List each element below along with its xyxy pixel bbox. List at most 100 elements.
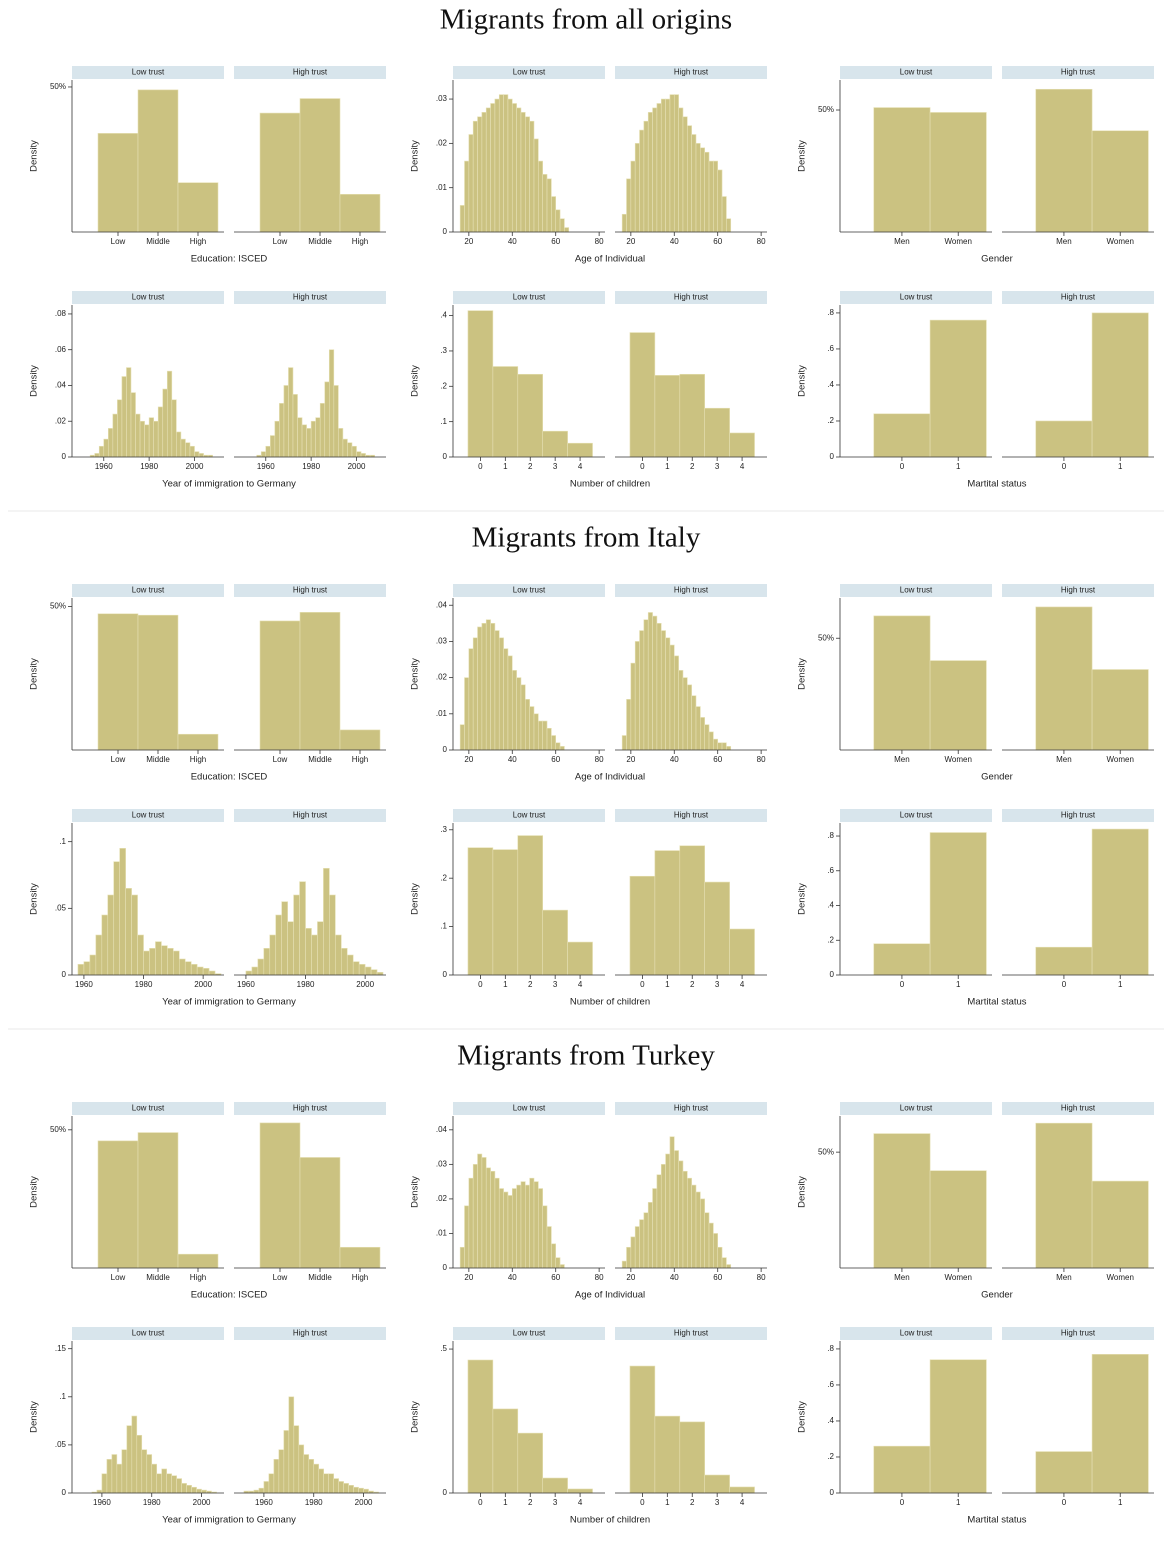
bar <box>468 134 474 233</box>
bar <box>148 417 154 458</box>
bar <box>630 662 636 751</box>
bar <box>191 1486 197 1494</box>
x-tick-label: Women <box>1107 237 1134 246</box>
bar <box>333 1478 339 1494</box>
x-tick-label: Men <box>1056 237 1072 246</box>
bar <box>319 403 326 458</box>
x-tick-label: 20 <box>464 1273 473 1282</box>
facet-label: Low trust <box>132 293 165 302</box>
bar <box>929 1170 987 1269</box>
x-tick-label: 1960 <box>93 1498 111 1507</box>
bar <box>634 1226 640 1269</box>
bar <box>370 969 378 976</box>
bar <box>130 392 136 458</box>
bar <box>459 724 465 751</box>
bar <box>1091 130 1149 233</box>
y-tick-label: .06 <box>55 345 67 354</box>
x-tick-label: 80 <box>757 237 766 246</box>
bar <box>669 1136 675 1269</box>
facet-header <box>72 1327 224 1340</box>
bar <box>178 958 186 976</box>
bar <box>525 1184 530 1269</box>
bar <box>98 445 105 458</box>
x-axis-label: Number of children <box>570 1515 650 1526</box>
bar <box>929 832 987 976</box>
facet-label: Low trust <box>900 293 933 302</box>
bar <box>652 1188 658 1269</box>
x-tick-label: High <box>190 1273 206 1282</box>
bar <box>136 1434 143 1494</box>
x-tick-label: 80 <box>595 237 604 246</box>
y-tick-label: 0 <box>443 1263 448 1272</box>
bar <box>507 1195 513 1269</box>
bar <box>467 847 494 976</box>
bar <box>726 218 732 233</box>
bar <box>647 112 653 233</box>
y-tick-label: 0 <box>443 1488 448 1497</box>
y-tick-label: .6 <box>827 344 834 353</box>
bar <box>113 861 120 976</box>
bar <box>673 94 679 233</box>
y-tick-label: .6 <box>827 866 834 875</box>
x-tick-label: 40 <box>508 1273 517 1282</box>
facet-label: High trust <box>674 293 709 302</box>
bar <box>708 1222 714 1269</box>
facet-header <box>840 66 992 79</box>
x-tick-label: 20 <box>626 1273 635 1282</box>
bar <box>704 407 730 458</box>
bar <box>328 349 335 458</box>
x-tick-label: Men <box>894 755 910 764</box>
y-tick-label: .02 <box>436 138 448 147</box>
bar <box>629 332 656 458</box>
bar <box>511 103 517 233</box>
bar <box>929 319 987 458</box>
bar <box>156 1473 163 1494</box>
bar <box>162 388 168 458</box>
bar <box>511 1188 517 1269</box>
bar <box>643 1212 649 1269</box>
facet-header <box>840 809 992 822</box>
y-axis-label: Density <box>29 1401 40 1433</box>
facet-label: Low trust <box>132 811 165 820</box>
bar <box>542 1477 568 1494</box>
bar <box>208 970 216 976</box>
x-tick-label: 0 <box>640 980 645 989</box>
bar <box>517 835 544 976</box>
y-tick-label: .1 <box>59 1392 66 1401</box>
bar <box>643 619 649 751</box>
bar <box>873 615 931 751</box>
x-tick-label: 1 <box>665 462 670 471</box>
bar <box>283 1430 290 1494</box>
y-tick-label: .2 <box>827 1452 834 1461</box>
bar <box>654 375 681 458</box>
bar <box>189 445 195 458</box>
x-tick-label: 0 <box>1062 1498 1067 1507</box>
x-tick-label: 4 <box>578 980 583 989</box>
bar <box>343 1483 349 1494</box>
bar <box>546 178 552 233</box>
facet-header <box>1002 584 1154 597</box>
y-tick-label: .01 <box>436 183 448 192</box>
bar <box>259 1122 301 1269</box>
bar <box>339 193 381 233</box>
section-title: Migrants from Turkey <box>457 1040 715 1072</box>
y-axis-label: Density <box>410 658 421 690</box>
facet-label: High trust <box>674 586 709 595</box>
x-tick-label: High <box>352 1273 368 1282</box>
facet-header <box>840 1327 992 1340</box>
bar <box>517 1432 544 1494</box>
facet-header <box>615 1102 767 1115</box>
x-tick-label: 2000 <box>356 980 374 989</box>
x-tick-label: 1 <box>665 1498 670 1507</box>
bar <box>634 143 640 233</box>
bar <box>149 948 156 976</box>
bar <box>467 1359 494 1494</box>
bar <box>704 724 710 751</box>
x-tick-label: Men <box>1056 1273 1072 1282</box>
x-tick-label: 2000 <box>348 462 366 471</box>
bar <box>464 1205 470 1269</box>
bar <box>621 735 627 751</box>
x-tick-label: 0 <box>478 980 483 989</box>
y-tick-label: .8 <box>827 308 834 317</box>
x-tick-label: 80 <box>595 755 604 764</box>
